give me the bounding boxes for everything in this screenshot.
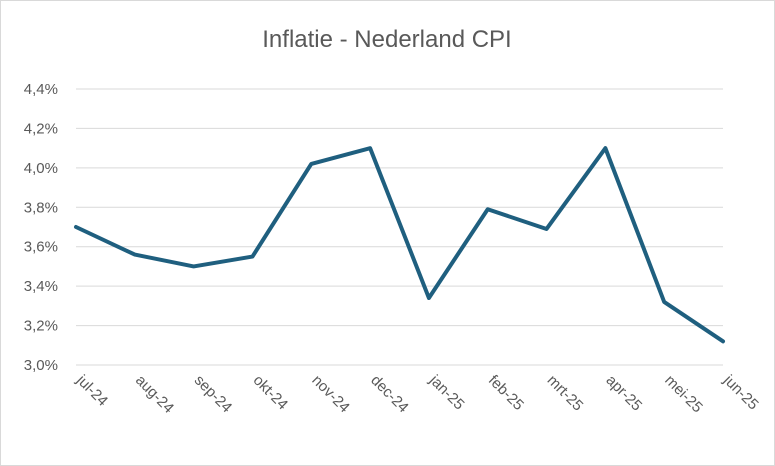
series-line <box>74 146 725 344</box>
y-tick-label: 4,4% <box>24 81 58 98</box>
x-tick-label: jul-24 <box>72 371 111 410</box>
x-axis-ticks: jul-24 aug-24 sep-24 okt-24 nov-24 dec-24 jan-… <box>72 371 761 417</box>
y-tick-label: 3,2% <box>24 318 58 335</box>
y-tick-label: 3,0% <box>24 357 58 374</box>
y-tick-label: 4,2% <box>24 120 58 137</box>
x-tick-label: nov-24 <box>308 372 352 416</box>
x-tick-label: apr-25 <box>603 372 646 415</box>
gridlines <box>76 88 723 366</box>
x-tick-label: jun-25 <box>719 371 761 413</box>
y-tick-label: 3,4% <box>24 278 58 295</box>
series-layer <box>74 146 725 344</box>
x-tick-label: mei-25 <box>661 372 705 416</box>
x-tick-label: okt-24 <box>250 372 292 414</box>
x-tick-label: jan-25 <box>425 371 467 413</box>
x-tick-label: sep-24 <box>191 372 235 416</box>
chart-title: Inflatie - Nederland CPI <box>262 26 511 53</box>
y-tick-label: 3,6% <box>24 239 58 256</box>
x-tick-label: dec-24 <box>367 372 411 416</box>
x-tick-label: aug-24 <box>132 372 177 417</box>
y-tick-label: 3,8% <box>24 199 58 216</box>
y-tick-label: 4,0% <box>24 160 58 177</box>
x-tick-label: feb-25 <box>485 372 527 414</box>
x-tick-label: mrt-25 <box>544 372 587 415</box>
y-axis-ticks: 3,0% 3,2% 3,4% 3,6% 3,8% 4,0% 4,2% 4,4% <box>24 81 58 374</box>
